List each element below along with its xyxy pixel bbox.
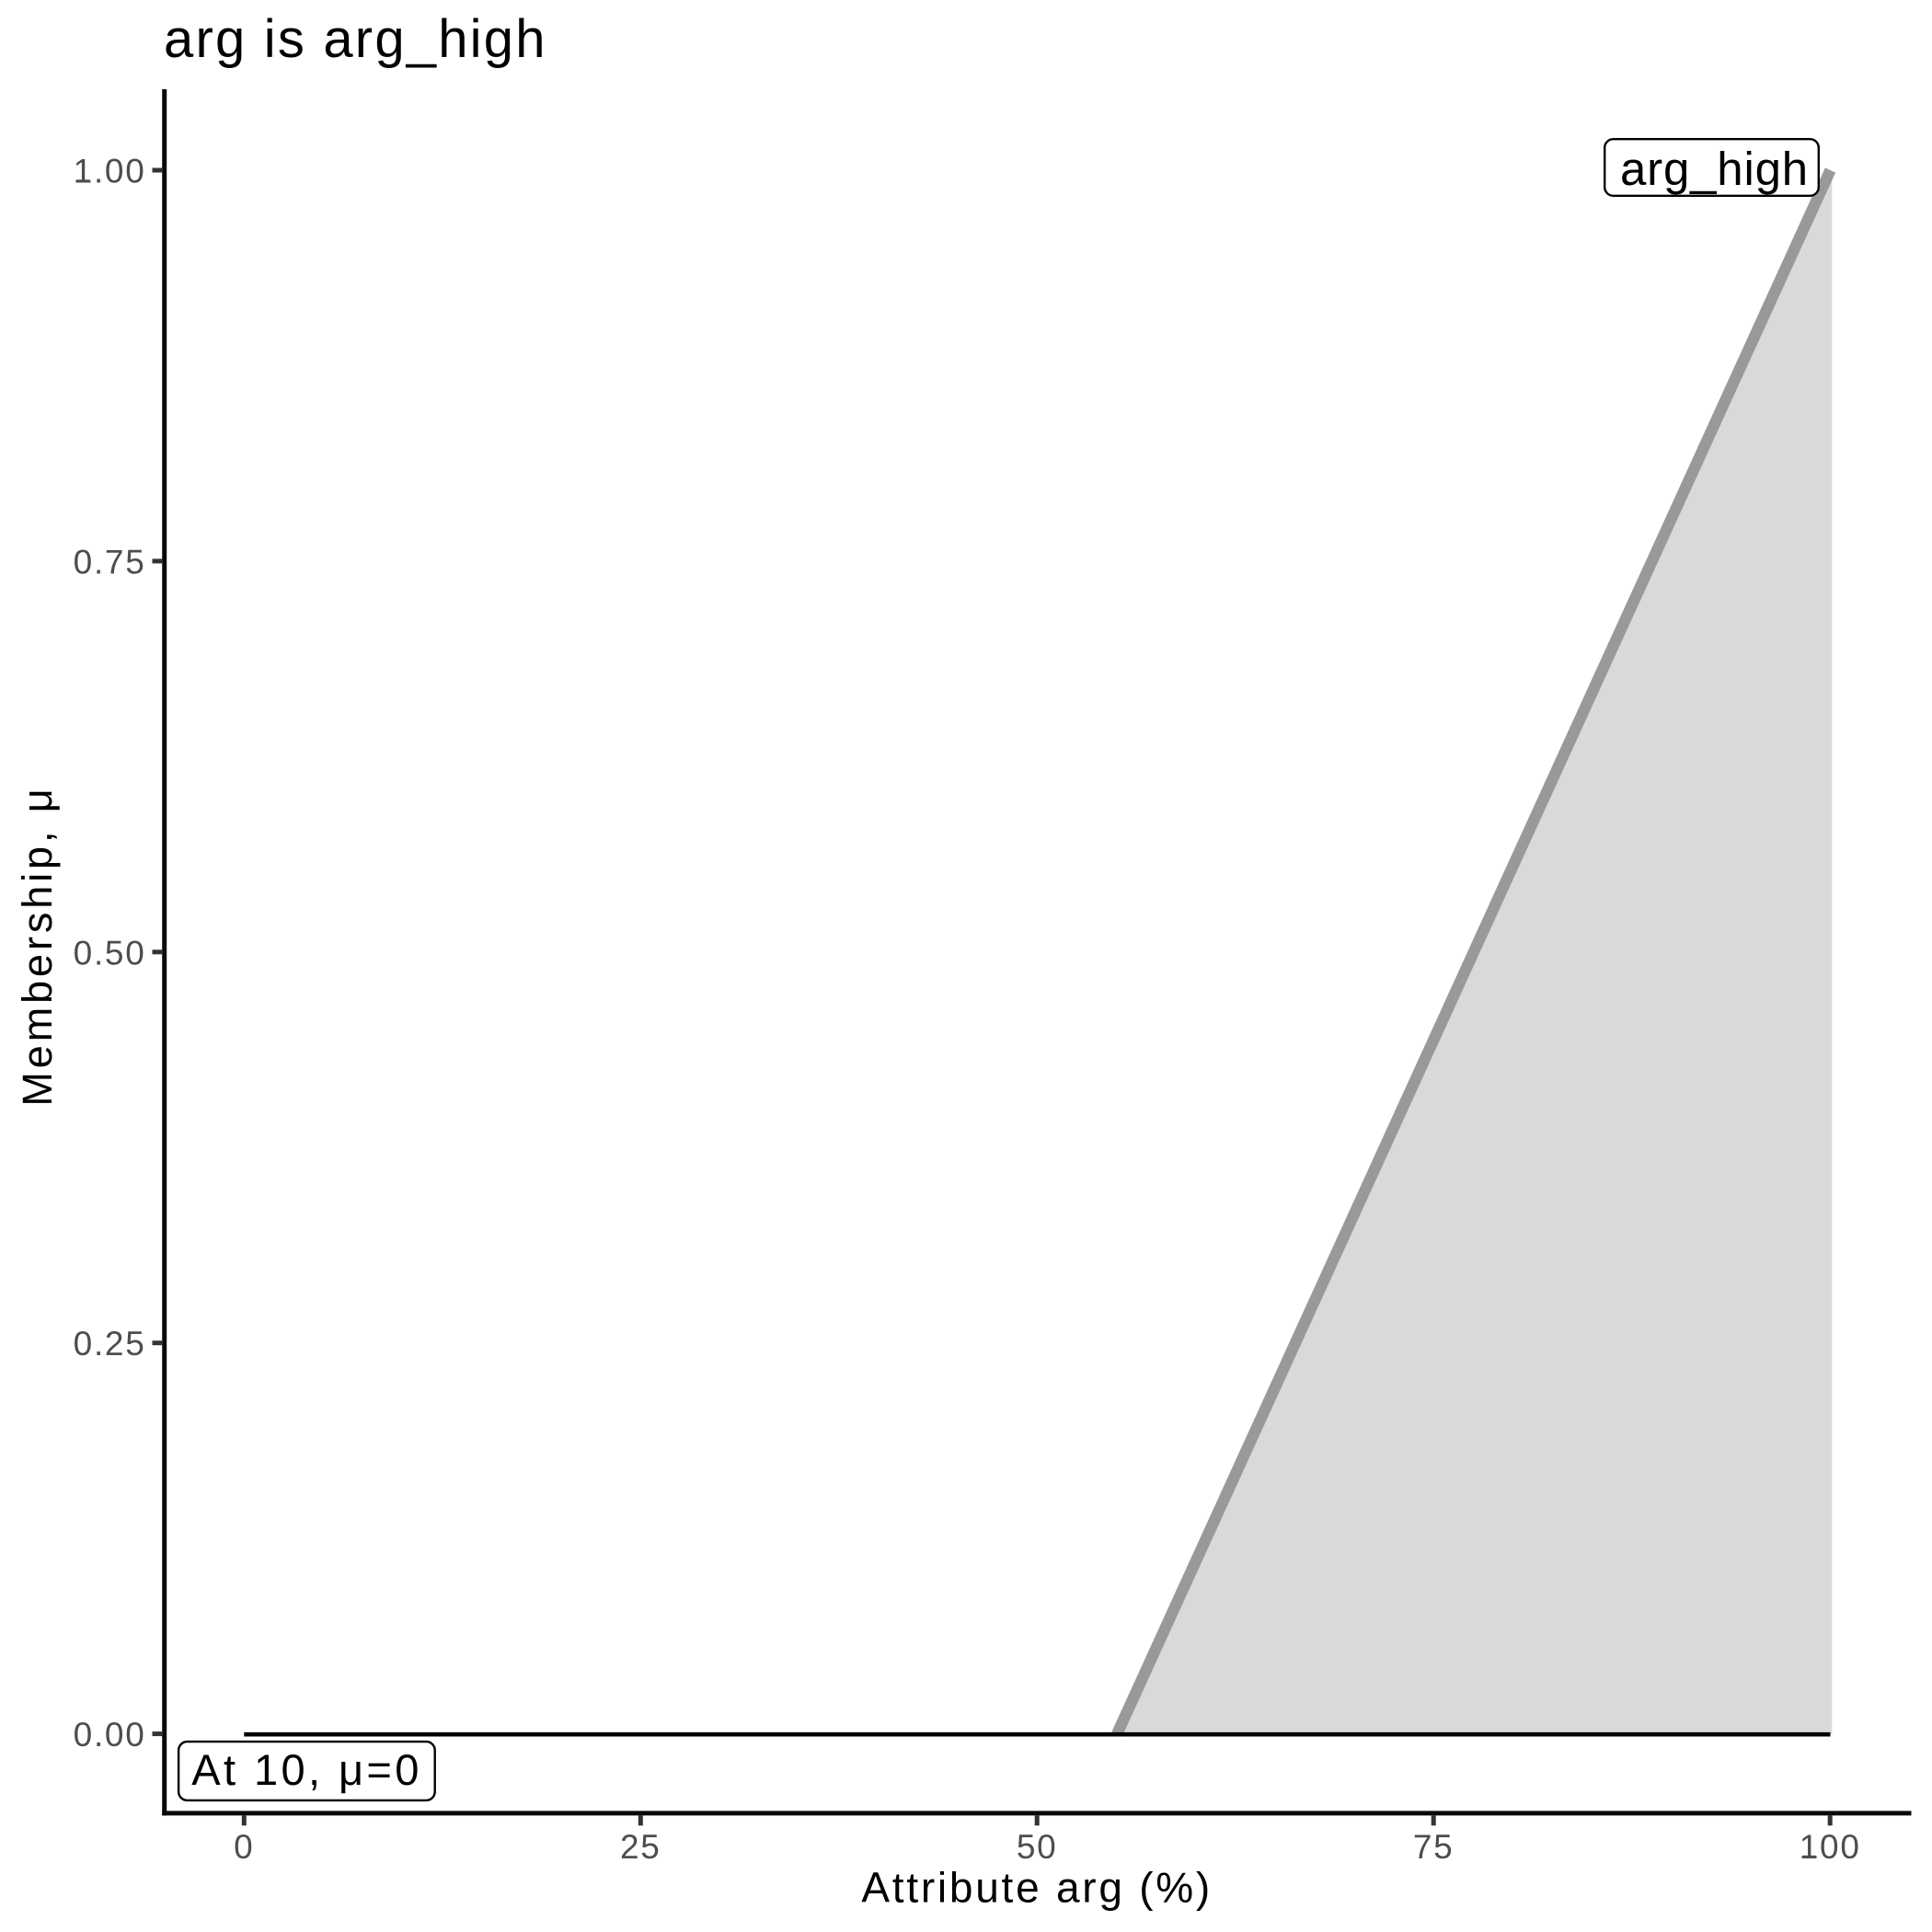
- svg-text:0.50: 0.50: [74, 934, 146, 972]
- svg-text:Membership, μ: Membership, μ: [14, 785, 61, 1106]
- svg-text:arg is arg_high: arg is arg_high: [164, 9, 547, 69]
- svg-text:Attribute arg (%): Attribute arg (%): [861, 1864, 1213, 1912]
- svg-text:100: 100: [1800, 1828, 1861, 1866]
- svg-text:1.00: 1.00: [74, 153, 146, 190]
- svg-text:arg_high: arg_high: [1620, 143, 1809, 195]
- svg-text:75: 75: [1413, 1828, 1455, 1866]
- svg-text:50: 50: [1017, 1828, 1058, 1866]
- svg-text:0.00: 0.00: [74, 1716, 146, 1754]
- svg-text:0: 0: [234, 1828, 254, 1866]
- svg-text:At 10, μ=0: At 10, μ=0: [191, 1745, 422, 1794]
- svg-text:0.75: 0.75: [74, 543, 146, 581]
- svg-text:25: 25: [620, 1828, 661, 1866]
- svg-text:0.25: 0.25: [74, 1325, 146, 1363]
